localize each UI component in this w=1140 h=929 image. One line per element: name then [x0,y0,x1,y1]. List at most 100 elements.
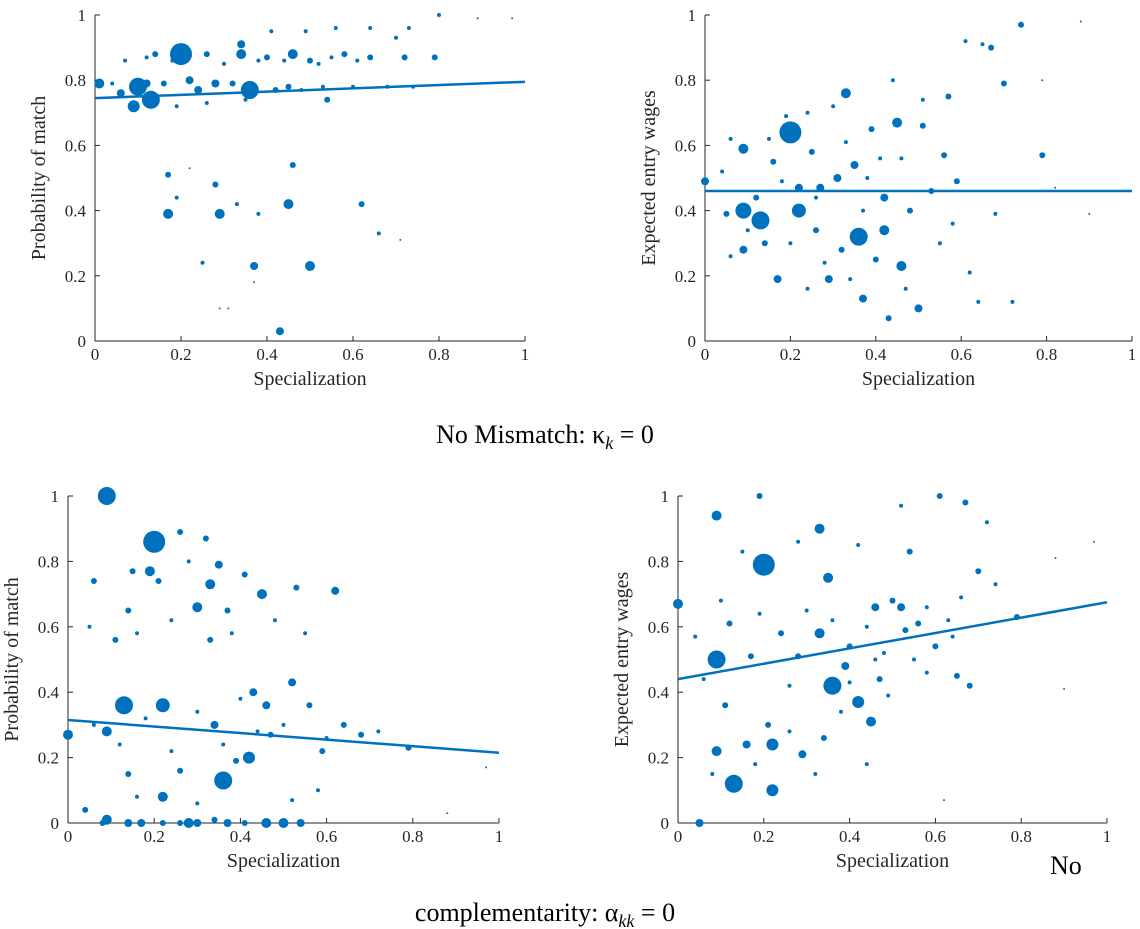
scatter-point [124,819,133,827]
y-tick-label: 0.6 [38,618,59,637]
scatter-point [814,628,825,639]
scatter-point [770,158,777,165]
scatter-point [234,202,239,207]
x-tick-label: 0.6 [951,345,972,364]
scatter-point [214,560,223,569]
scatter-point [177,820,184,826]
y-tick-label: 0.6 [675,136,696,155]
scatter-point [406,26,411,30]
scatter-point [892,117,903,128]
scatter-point [899,503,904,508]
y-tick-label: 0.8 [675,71,696,90]
scatter-point [160,80,167,87]
scatter-point [90,578,97,584]
scatter-point [289,162,296,168]
y-tick-label: 1 [661,487,670,506]
scatter-point [722,702,729,709]
scatter-point [296,819,305,827]
y-tick-label: 0.4 [648,683,670,702]
scatter-point [303,631,308,636]
y-tick-label: 0.8 [648,552,669,571]
scatter-point [932,643,939,650]
scatter-point [976,299,981,304]
scatter-point [747,653,754,660]
scatter-point [324,96,331,103]
scatter-point [253,281,256,284]
y-tick-label: 0.2 [38,749,59,768]
scatter-point [485,766,488,769]
scatter-point [787,683,792,688]
scatter-point [170,43,192,66]
x-tick-label: 0.6 [925,827,946,846]
y-tick-label: 0.2 [648,749,669,768]
scatter-point [99,820,106,826]
scatter-point [159,820,166,826]
scatter-point [1018,21,1024,28]
scatter-point [195,709,200,714]
scatter-point [1000,80,1007,87]
scatter-point [110,81,115,86]
scatter-point [205,579,216,590]
scatter-point [283,199,294,210]
scatter-point [143,716,148,721]
scatter-point [959,595,964,600]
scatter-point [848,277,853,282]
scatter-point [305,261,315,271]
scatter-point [376,729,381,734]
scatter-point [899,156,904,161]
scatter-point [307,57,313,64]
x-tick-label: 1 [1128,345,1137,364]
scatter-point [673,598,683,609]
scatter-point [202,535,209,542]
y-tick-label: 1 [51,487,60,506]
scatter-point [169,618,174,623]
scatter-point [720,169,725,174]
scatter-point [82,806,89,813]
panel-bottom-right: 0 0.2 0.4 0.6 0.8 1 0 0.2 0.4 0.6 0.8 1 Specializati… [611,487,1111,872]
scatter-point [186,559,191,564]
scatter-point [871,603,880,612]
panel-bottom-left: 0 0.2 0.4 0.6 0.8 1 0 0.2 0.4 0.6 0.8 1 Specializati… [1,487,503,872]
scatter-point [125,771,132,777]
x-axis-label: Specialization [836,850,949,872]
panel-top-left: 0 0.2 0.4 0.6 0.8 1 0 0.2 0.4 0.6 0.8 1 Specializati… [28,6,529,390]
scatter-point [1093,540,1096,543]
scatter-point [306,702,313,709]
y-tick-label: 0.6 [65,136,86,155]
scatter-point [886,693,891,698]
scatter-point [437,13,441,17]
scatter-point [788,241,793,246]
scatter-point [962,499,969,506]
x-tick-label: 1 [1103,827,1112,846]
scatter-point [333,26,338,30]
scatter-point [200,260,205,265]
scatter-point [63,729,73,740]
scatter-point [141,90,160,109]
x-tick-label: 0.2 [753,827,774,846]
scatter-point [203,51,210,58]
scatter-point [233,757,240,764]
scatter-point [814,195,818,200]
scatter-point [194,86,203,94]
scatter-point [355,58,360,63]
scatter-point [224,607,231,614]
scatter-point [707,650,726,669]
scatter-point [211,816,218,823]
scatter-point [129,568,136,575]
scatter-point [866,716,876,727]
scatter-point [924,670,929,675]
y-axis-label: Expected entry wages [611,572,633,748]
scatter-point [316,788,320,793]
scatter-point [838,246,845,253]
scatter-point [177,529,184,535]
scatter-point [222,61,226,66]
y-tick-label: 0.4 [65,202,87,221]
scatter-point [238,696,243,701]
scatter-point [753,194,760,201]
scatter-point [950,634,955,639]
scatter-point [779,179,784,184]
scatter-point [787,729,792,734]
scatter-point [878,156,883,161]
scatter-point [784,114,789,119]
scatter-point [798,750,807,759]
